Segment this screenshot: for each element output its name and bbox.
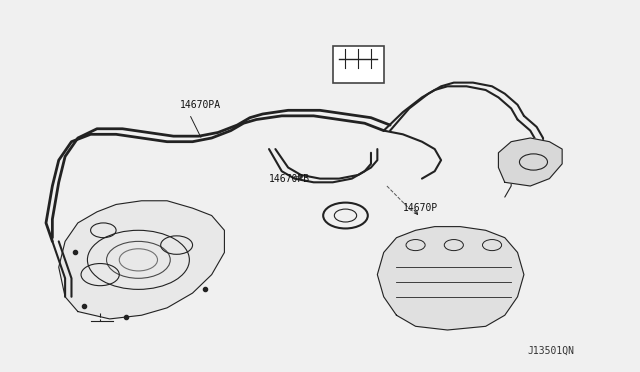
Polygon shape [59,201,225,319]
Text: 14670PB: 14670PB [269,174,310,184]
Text: 14670P: 14670P [403,203,438,213]
Bar [333,46,384,83]
Polygon shape [378,227,524,330]
Polygon shape [499,138,562,186]
Text: 14670PA: 14670PA [180,100,221,110]
Text: J13501QN: J13501QN [528,346,575,356]
